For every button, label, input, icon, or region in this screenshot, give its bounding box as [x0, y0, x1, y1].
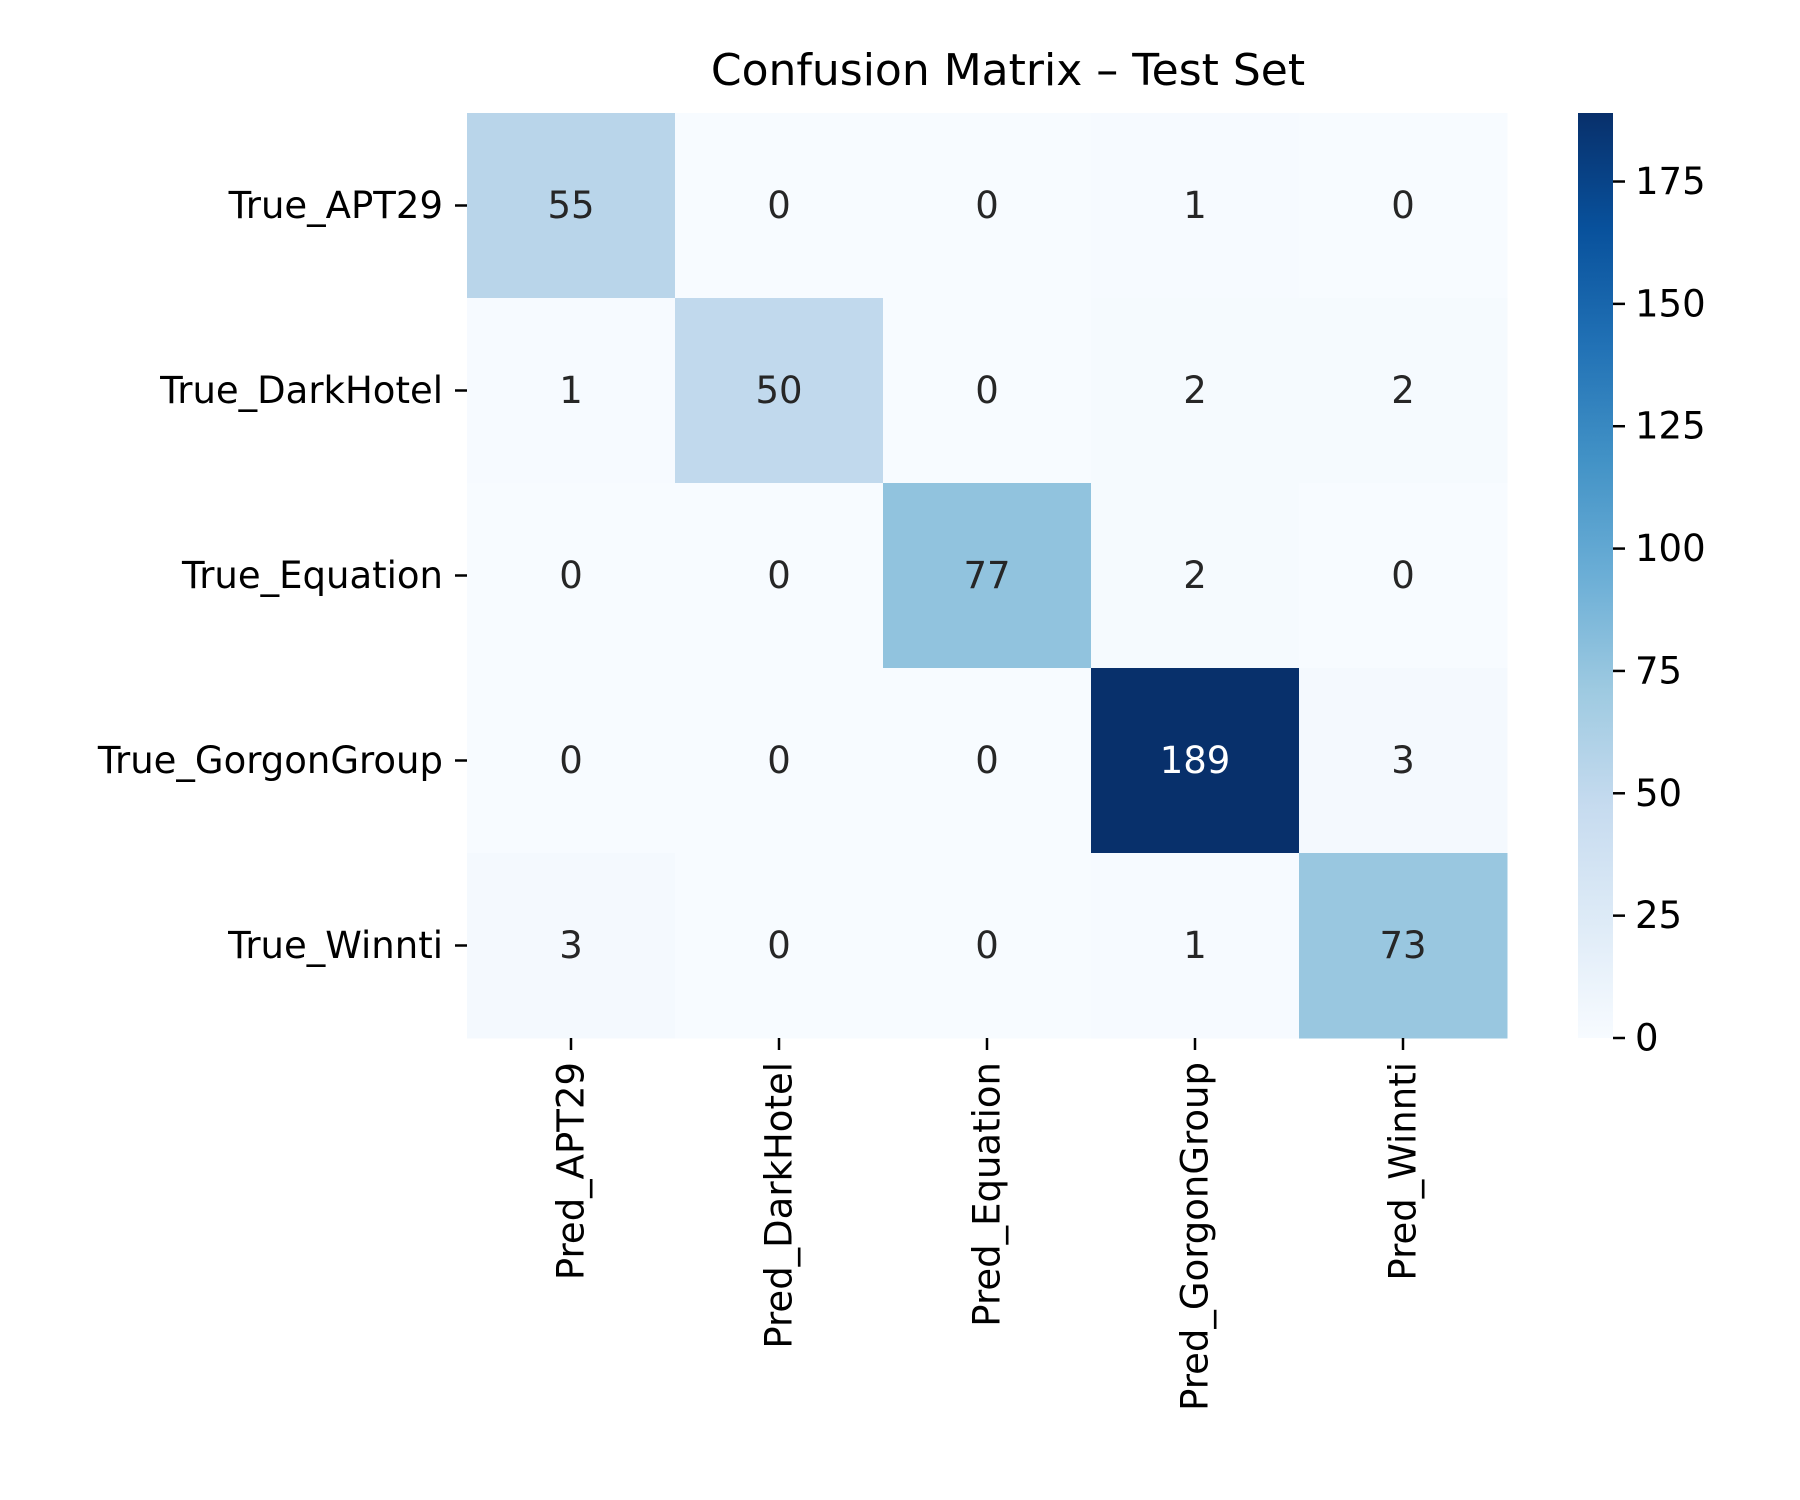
- cell-value-label: 0: [975, 739, 999, 782]
- cell-value-label: 189: [1160, 739, 1231, 782]
- cell-value-label: 0: [975, 924, 999, 967]
- cell-value-label: 1: [559, 369, 583, 412]
- cell-value-label: 0: [767, 924, 791, 967]
- heatmap-cell: [467, 483, 676, 669]
- heatmap-cell: [1299, 483, 1508, 669]
- heatmap-cell: [675, 483, 884, 669]
- cell-value-label: 1: [1183, 184, 1207, 227]
- row-tick-label: True_GorgonGroup: [97, 739, 443, 782]
- cell-value-label: 1: [1183, 924, 1207, 967]
- cell-value-label: 0: [1391, 554, 1415, 597]
- column-tick-label: Pred_APT29: [550, 1062, 593, 1280]
- heatmap-cell: [467, 853, 676, 1039]
- heatmap-cell: [883, 668, 1092, 854]
- heatmap-cell: [1299, 113, 1508, 299]
- cell-value-label: 0: [767, 184, 791, 227]
- colorbar: 0 25 50 75 100 125 150 175: [1578, 113, 1706, 1060]
- column-tick-label: Pred_DarkHotel: [758, 1062, 801, 1349]
- cell-value-label: 0: [975, 369, 999, 412]
- colorbar-tick-label: 150: [1635, 282, 1706, 325]
- chart-title: Confusion Matrix – Test Set: [711, 45, 1305, 96]
- column-tick-label: Pred_GorgonGroup: [1174, 1062, 1217, 1411]
- cell-value-label: 50: [755, 369, 802, 412]
- row-tick-labels: True_APT29 True_DarkHotel True_Equation Tru…: [97, 184, 467, 967]
- heatmap-cell: [883, 298, 1092, 484]
- cell-value-label: 0: [767, 554, 791, 597]
- heatmap-cell: [883, 483, 1092, 669]
- colorbar-tick-label: 0: [1635, 1017, 1659, 1060]
- colorbar-tick-label: 175: [1635, 160, 1706, 203]
- heatmap-cell: [467, 298, 676, 484]
- column-tick-label: Pred_Winnti: [1382, 1062, 1425, 1281]
- colorbar-tick-label: 50: [1635, 772, 1682, 815]
- cell-value-label: 55: [547, 184, 594, 227]
- heatmap-cell: [675, 853, 884, 1039]
- cell-value-label: 0: [975, 184, 999, 227]
- heatmap-cell: [1299, 668, 1508, 854]
- colorbar-tick-label: 125: [1635, 405, 1706, 448]
- heatmap-cell: [675, 298, 884, 484]
- cell-value-label: 2: [1183, 554, 1207, 597]
- row-tick-label: True_APT29: [228, 184, 443, 227]
- colorbar-gradient: [1578, 113, 1613, 1038]
- heatmap-cell: [675, 668, 884, 854]
- heatmap-cell: [1091, 298, 1300, 484]
- heatmap-cell: [883, 113, 1092, 299]
- heatmap-cell: [1091, 668, 1300, 854]
- row-tick-label: True_DarkHotel: [159, 369, 443, 412]
- heatmap-cells: 55 0 0 1 0 1 50 0 2 2 0 0 77 2 0 0 0 0 189 3 3 0 0 1 73: [467, 113, 1508, 1039]
- heatmap-cell: [883, 853, 1092, 1039]
- heatmap-cell: [1091, 483, 1300, 669]
- cell-value-label: 3: [559, 924, 583, 967]
- heatmap-cell: [1091, 113, 1300, 299]
- cell-value-label: 3: [1391, 739, 1415, 782]
- colorbar-tick-label: 75: [1635, 649, 1682, 692]
- heatmap-cell: [1299, 853, 1508, 1039]
- heatmap-cell: [467, 113, 676, 299]
- cell-value-label: 73: [1379, 924, 1426, 967]
- cell-value-label: 0: [767, 739, 791, 782]
- cell-value-label: 2: [1391, 369, 1415, 412]
- row-tick-label: True_Winnti: [227, 924, 443, 967]
- column-tick-label: Pred_Equation: [966, 1062, 1009, 1327]
- heatmap-cell: [675, 113, 884, 299]
- column-tick-labels: Pred_APT29 Pred_DarkHotel Pred_Equation Pre…: [550, 1038, 1425, 1411]
- heatmap-cell: [1299, 298, 1508, 484]
- cell-value-label: 0: [559, 739, 583, 782]
- colorbar-tick-label: 25: [1635, 894, 1682, 937]
- cell-value-label: 77: [963, 554, 1010, 597]
- heatmap-cell: [1091, 853, 1300, 1039]
- row-tick-label: True_Equation: [181, 554, 443, 597]
- colorbar-tick-label: 100: [1635, 527, 1706, 570]
- cell-value-label: 2: [1183, 369, 1207, 412]
- cell-value-label: 0: [1391, 184, 1415, 227]
- heatmap-cell: [467, 668, 676, 854]
- cell-value-label: 0: [559, 554, 583, 597]
